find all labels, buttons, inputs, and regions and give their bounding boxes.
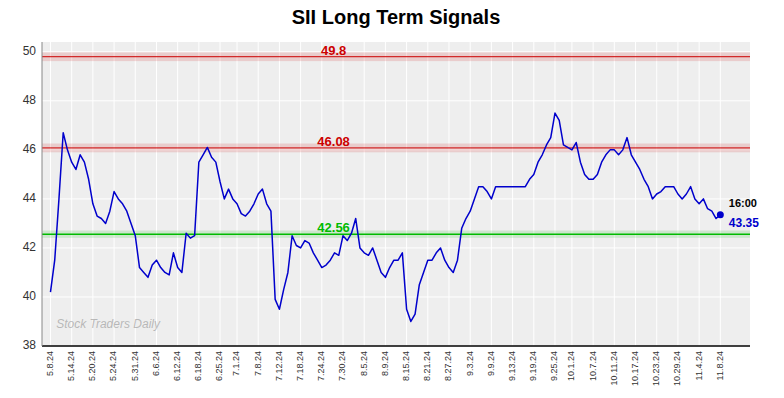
y-tick-label: 40 [23, 289, 37, 303]
signal-band [42, 143, 750, 152]
x-tick-label: 7.1.24 [231, 351, 241, 376]
x-grid-line [135, 42, 136, 346]
x-grid-line [470, 42, 471, 346]
x-grid-line [699, 42, 700, 346]
x-tick-label: 5.20.24 [87, 351, 97, 381]
plot-background [42, 42, 750, 346]
x-tick-label: 8.27.24 [443, 351, 453, 381]
y-tick-label: 42 [23, 240, 37, 254]
x-grid-line [614, 42, 615, 346]
x-tick-label: 10.29.24 [672, 351, 682, 386]
x-tick-label: 9.9.24 [486, 351, 496, 376]
x-grid-line [635, 42, 636, 346]
x-grid-line [71, 42, 72, 346]
x-tick-label: 8.21.24 [422, 351, 432, 381]
signal-line [42, 147, 750, 148]
y-grid-line [42, 51, 750, 52]
x-tick-label: 11.8.24 [715, 351, 725, 380]
x-grid-line [512, 42, 513, 346]
x-axis-line [42, 345, 750, 347]
x-tick-label: 10.17.24 [630, 351, 640, 386]
y-tick-label: 44 [23, 191, 37, 205]
x-tick-label: 6.12.24 [172, 351, 182, 381]
x-grid-line [491, 42, 492, 346]
x-grid-line [50, 42, 51, 346]
x-grid-line [571, 42, 572, 346]
y-grid-line [42, 198, 750, 199]
x-tick-label: 5.31.24 [130, 351, 140, 381]
y-axis-line [42, 42, 43, 346]
x-tick-label: 9.3.24 [465, 351, 475, 376]
signal-band [42, 52, 750, 61]
signal-line [42, 56, 750, 57]
signal-label: 49.8 [321, 43, 346, 58]
x-grid-line [198, 42, 199, 346]
x-tick-label: 10.7.24 [588, 351, 598, 381]
x-tick-label: 8.5.24 [359, 351, 369, 376]
x-grid-line [237, 42, 238, 346]
x-tick-label: 8.9.24 [380, 351, 390, 376]
last-point [717, 211, 724, 218]
x-grid-line [427, 42, 428, 346]
x-grid-line [385, 42, 386, 346]
x-tick-label: 5.24.24 [108, 351, 118, 381]
x-tick-label: 7.30.24 [337, 351, 347, 381]
x-tick-label: 5.14.24 [66, 351, 76, 381]
x-tick-label: 7.12.24 [274, 351, 284, 381]
x-grid-line [92, 42, 93, 346]
y-grid-line [42, 247, 750, 248]
x-grid-line [533, 42, 534, 346]
grid [42, 42, 750, 346]
x-tick-label: 7.18.24 [295, 351, 305, 381]
x-grid-line [321, 42, 322, 346]
y-tick-label: 50 [23, 44, 37, 58]
x-grid-line [554, 42, 555, 346]
x-tick-label: 7.8.24 [253, 351, 263, 376]
title: SII Long Term Signals [292, 6, 501, 28]
x-grid-line [720, 42, 721, 346]
x-grid-line [343, 42, 344, 346]
last-time-label: 16:00 [729, 197, 757, 209]
y-tick-label: 48 [23, 93, 37, 107]
signal-label: 46.08 [317, 134, 350, 149]
x-grid-line [177, 42, 178, 346]
signal-line [42, 233, 750, 235]
x-grid-line [364, 42, 365, 346]
x-tick-label: 10.1.24 [566, 351, 576, 381]
x-tick-label: 8.15.24 [401, 351, 411, 381]
x-tick-label: 9.19.24 [528, 351, 538, 381]
watermark: Stock Traders Daily [56, 317, 161, 331]
x-tick-label: 9.25.24 [549, 351, 559, 381]
y-tick-label: 46 [23, 142, 37, 156]
price-line [50, 113, 720, 321]
x-tick-label: 6.25.24 [214, 351, 224, 381]
plot-area [42, 52, 750, 321]
y-grid-line [42, 100, 750, 101]
x-tick-label: 5.8.24 [45, 351, 55, 376]
x-grid-line [220, 42, 221, 346]
x-grid-line [593, 42, 594, 346]
x-tick-label: 9.13.24 [507, 351, 517, 381]
signal-band [42, 231, 750, 238]
x-tick-label: 6.6.24 [151, 351, 161, 376]
y-grid-line [42, 346, 750, 347]
x-tick-label: 10.23.24 [651, 351, 661, 386]
x-tick-label: 11.4.24 [694, 351, 704, 380]
y-grid-line [42, 296, 750, 297]
x-tick-label: 7.24.24 [316, 351, 326, 381]
x-grid-line [448, 42, 449, 346]
chart: 38 40 42 44 46 48 50 5.8.24 5.14.24 5.20.24 5.24.2… [0, 0, 784, 398]
x-grid-line [300, 42, 301, 346]
signal-label: 42.56 [317, 220, 350, 235]
x-tick-label: 6.18.24 [193, 351, 203, 381]
last-value-label: 43.35 [729, 216, 759, 230]
y-tick-label: 38 [23, 338, 37, 352]
x-tick-label: 10.11.24 [609, 351, 619, 385]
x-grid-line [156, 42, 157, 346]
x-grid-line [279, 42, 280, 346]
